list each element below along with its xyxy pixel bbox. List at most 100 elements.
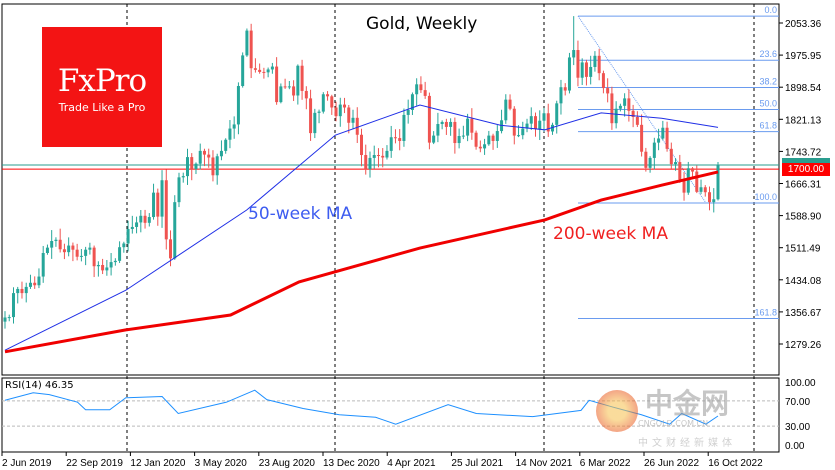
candle: [682, 172, 686, 201]
candle-body: [580, 62, 584, 78]
candle: [487, 130, 491, 146]
candle-body: [207, 154, 211, 158]
candle: [54, 237, 58, 247]
candle-body: [118, 247, 122, 261]
candle: [258, 63, 262, 74]
candle: [215, 153, 219, 185]
candle: [96, 261, 100, 277]
candle: [538, 110, 542, 141]
candle: [190, 153, 194, 181]
rsi-tick-label: 100.00: [785, 378, 816, 389]
candle-body: [169, 239, 173, 259]
candle-body: [368, 157, 372, 170]
candle-body: [343, 104, 347, 108]
candle: [529, 107, 533, 130]
x-tick-label: 3 May 2020: [195, 458, 248, 469]
candle-body: [699, 187, 703, 192]
candle-body: [665, 127, 669, 149]
candle-body: [321, 94, 325, 112]
candle-body: [559, 87, 563, 104]
candle: [152, 183, 156, 220]
candle-body: [122, 243, 126, 248]
candle-body: [644, 151, 648, 168]
candle: [580, 58, 584, 86]
candle: [360, 128, 363, 167]
candle: [343, 97, 347, 114]
candle: [118, 241, 122, 264]
candle: [606, 78, 610, 103]
candle: [525, 118, 529, 133]
candle-body: [376, 155, 380, 157]
candle: [11, 287, 15, 324]
candle: [491, 133, 495, 150]
candle-body: [555, 103, 559, 125]
candle-body: [3, 317, 7, 322]
candle-body: [385, 150, 389, 158]
candle: [79, 248, 83, 262]
candle-body: [542, 113, 546, 121]
candle: [495, 125, 499, 148]
candle: [589, 55, 593, 85]
candle: [287, 80, 291, 90]
y-tick-label: 1975.95: [785, 51, 822, 62]
candle: [173, 195, 177, 260]
candle-body: [525, 123, 529, 129]
candle: [584, 59, 588, 86]
candle-body: [96, 264, 100, 267]
candle-body: [466, 118, 470, 136]
candle: [88, 242, 92, 255]
candle-body: [54, 239, 58, 242]
candle-body: [279, 86, 283, 103]
candle-body: [249, 30, 253, 69]
candle-body: [436, 124, 440, 136]
candle-body: [457, 136, 461, 144]
candle-body: [355, 117, 359, 135]
logo-tagline: Trade Like a Pro: [58, 101, 146, 114]
candle-body: [147, 217, 151, 223]
candle-body: [45, 247, 49, 253]
candle-body: [296, 65, 300, 96]
candle: [245, 28, 249, 57]
candle: [143, 209, 147, 229]
y-tick-label: 1434.08: [785, 276, 822, 287]
candle-body: [351, 117, 355, 123]
candle: [708, 186, 712, 211]
candle-body: [508, 99, 512, 109]
candle-body: [181, 176, 185, 178]
candle-body: [11, 293, 15, 318]
candle: [500, 109, 504, 134]
candle: [419, 76, 423, 93]
candle-body: [470, 118, 474, 133]
candle-body: [211, 157, 215, 176]
candle: [304, 86, 308, 110]
candle-body: [449, 121, 453, 127]
candle-body: [152, 192, 156, 218]
candle-body: [576, 50, 580, 78]
candle-body: [135, 222, 139, 227]
candle: [292, 80, 296, 102]
candle: [470, 108, 474, 140]
candle-body: [58, 239, 62, 250]
candle-body: [483, 144, 487, 149]
candle: [610, 86, 614, 130]
x-tick-label: 6 Mar 2022: [580, 458, 631, 469]
candle: [37, 268, 41, 289]
current-price-label: 1700.00: [782, 163, 830, 176]
candle: [669, 142, 673, 169]
candle: [207, 148, 211, 168]
candle: [7, 314, 11, 322]
candle: [67, 237, 71, 257]
candle-body: [139, 215, 143, 223]
x-tick-label: 12 Jan 2020: [130, 458, 185, 469]
candle-body: [567, 57, 571, 91]
candle-body: [300, 65, 304, 91]
watermark-cn: 中金网: [645, 387, 730, 420]
candle: [550, 122, 554, 135]
candle-body: [398, 138, 402, 141]
candle-body: [317, 111, 321, 113]
candle: [572, 16, 576, 66]
candle: [334, 101, 338, 122]
candle-body: [423, 90, 427, 96]
candle-body: [402, 114, 406, 141]
candle: [266, 67, 270, 78]
